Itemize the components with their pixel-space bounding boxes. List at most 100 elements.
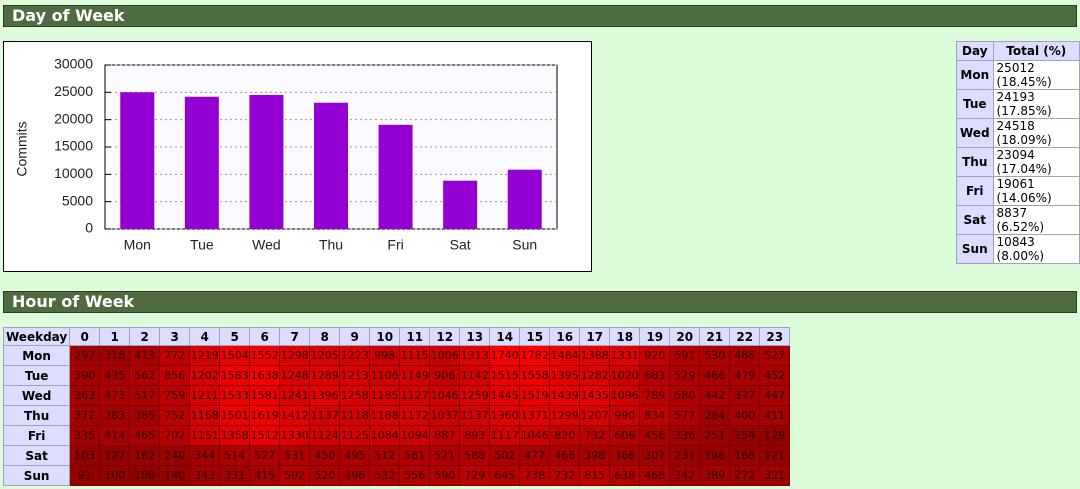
heatmap-cell: 1046 xyxy=(519,425,551,446)
heatmap-cell: 1084 xyxy=(369,425,401,446)
heatmap-cell: 452 xyxy=(759,365,791,386)
heatmap-cell: 1259 xyxy=(459,385,491,406)
heatmap-cell: 732 xyxy=(579,425,611,446)
y-tick-label: 20000 xyxy=(54,110,93,126)
column-header: Total (%) xyxy=(992,41,1080,61)
heatmap-cell: 91 xyxy=(69,465,101,486)
heatmap-cell: 1313 xyxy=(459,345,491,366)
table-cell: 8837 (6.52%) xyxy=(992,205,1080,235)
heatmap-cell: 1125 xyxy=(339,425,371,446)
column-header: 5 xyxy=(219,327,251,346)
bar xyxy=(184,96,219,229)
heatmap-cell: 1168 xyxy=(189,405,221,426)
heatmap-cell: 1298 xyxy=(279,345,311,366)
heatmap-cell: 108 xyxy=(129,465,161,486)
bar xyxy=(120,92,155,229)
heatmap-cell: 1137 xyxy=(459,405,491,426)
heatmap-cell: 645 xyxy=(489,465,521,486)
column-header: Day xyxy=(956,41,994,61)
row-header: Mon xyxy=(2,345,71,366)
heatmap-cell: 1581 xyxy=(249,385,281,406)
heatmap-cell: 732 xyxy=(549,465,581,486)
heatmap-cell: 251 xyxy=(699,425,731,446)
heatmap-cell: 517 xyxy=(129,385,161,406)
section-heading: Hour of Week xyxy=(3,291,1077,313)
heatmap-cell: 561 xyxy=(399,445,431,466)
table-header-row: Day Total (%) xyxy=(956,41,1080,61)
heatmap-cell: 318 xyxy=(99,345,131,366)
heatmap-cell: 520 xyxy=(309,465,341,486)
heatmap-cell: 1445 xyxy=(489,385,521,406)
heatmap-cell: 413 xyxy=(129,345,161,366)
heatmap-cell: 1395 xyxy=(549,365,581,386)
heatmap-cell: 1740 xyxy=(489,345,521,366)
heatmap-cell: 103 xyxy=(69,445,101,466)
heatmap-cell: 121 xyxy=(759,445,791,466)
heatmap-cell: 1619 xyxy=(249,405,281,426)
heatmap-cell: 738 xyxy=(519,465,551,486)
heatmap-cell: 297 xyxy=(69,345,101,366)
table-row: Mon 297 318 413 772 1219 1504 1552 1298 1205 1223 9… xyxy=(2,345,791,366)
heatmap-cell: 990 xyxy=(609,405,641,426)
heatmap-cell: 186 xyxy=(699,445,731,466)
column-header: 15 xyxy=(519,327,551,346)
row-header: Fri xyxy=(956,176,994,206)
bar xyxy=(507,169,542,229)
heatmap-cell: 272 xyxy=(729,465,761,486)
heatmap-cell: 466 xyxy=(699,365,731,386)
heatmap-cell: 683 xyxy=(639,365,671,386)
row-header: Fri xyxy=(2,425,71,446)
heatmap-cell: 1094 xyxy=(399,425,431,446)
row-header: Tue xyxy=(2,365,71,386)
table-row: Thu 372 383 385 752 1168 1501 1619 1412 1137 1118 1… xyxy=(2,405,791,426)
heatmap-cell: 1020 xyxy=(609,365,641,386)
heatmap-cell: 366 xyxy=(609,445,641,466)
heatmap-cell: 1151 xyxy=(189,425,221,446)
heatmap-cell: 1583 xyxy=(219,365,251,386)
heatmap-cell: 1330 xyxy=(279,425,311,446)
heatmap-cell: 344 xyxy=(189,445,221,466)
heatmap-cell: 1435 xyxy=(579,385,611,406)
heatmap-cell: 1484 xyxy=(549,345,581,366)
heatmap-cell: 1638 xyxy=(249,365,281,386)
heatmap-cell: 1248 xyxy=(279,365,311,386)
column-header: 17 xyxy=(579,327,611,346)
y-tick-label: 0 xyxy=(85,220,93,236)
heatmap-cell: 1219 xyxy=(189,345,221,366)
heatmap-cell: 162 xyxy=(129,445,161,466)
table-cell: 25012 (18.45%) xyxy=(992,60,1080,90)
heatmap-cell: 815 xyxy=(579,465,611,486)
y-tick-label: 25000 xyxy=(54,83,93,99)
y-tick-label: 30000 xyxy=(54,56,93,72)
column-header: 22 xyxy=(729,327,761,346)
y-axis-label: Commits xyxy=(14,121,30,176)
column-header: 8 xyxy=(309,327,341,346)
heatmap-cell: 140 xyxy=(159,465,191,486)
heatmap-cell: 468 xyxy=(639,465,671,486)
heatmap-cell: 752 xyxy=(159,405,191,426)
heatmap-cell: 390 xyxy=(69,365,101,386)
row-header: Wed xyxy=(2,385,71,406)
heatmap-cell: 398 xyxy=(579,445,611,466)
heatmap-cell: 1501 xyxy=(219,405,251,426)
day-table: Day Total (%) Mon 25012 (18.45%) Tue 24193 (1… xyxy=(956,41,1080,264)
heatmap-cell: 465 xyxy=(129,425,161,446)
heatmap-cell: 1512 xyxy=(249,425,281,446)
column-header: 18 xyxy=(609,327,641,346)
heatmap-cell: 400 xyxy=(729,405,761,426)
heatmap-cell: 606 xyxy=(609,425,641,446)
heatmap-cell: 1533 xyxy=(219,385,251,406)
heatmap-cell: 556 xyxy=(399,465,431,486)
table-cell: 10843 (8.00%) xyxy=(992,234,1080,264)
heatmap-cell: 1142 xyxy=(459,365,491,386)
heatmap-cell: 588 xyxy=(459,445,491,466)
heatmap-cell: 342 xyxy=(669,465,701,486)
table-row: Sat 8837 (6.52%) xyxy=(956,205,1080,235)
heatmap-cell: 592 xyxy=(279,465,311,486)
heatmap-cell: 1096 xyxy=(609,385,641,406)
heatmap-cell: 127 xyxy=(99,445,131,466)
heatmap-cell: 514 xyxy=(219,445,251,466)
heatmap-cell: 1558 xyxy=(519,365,551,386)
heatmap-cell: 562 xyxy=(129,365,161,386)
